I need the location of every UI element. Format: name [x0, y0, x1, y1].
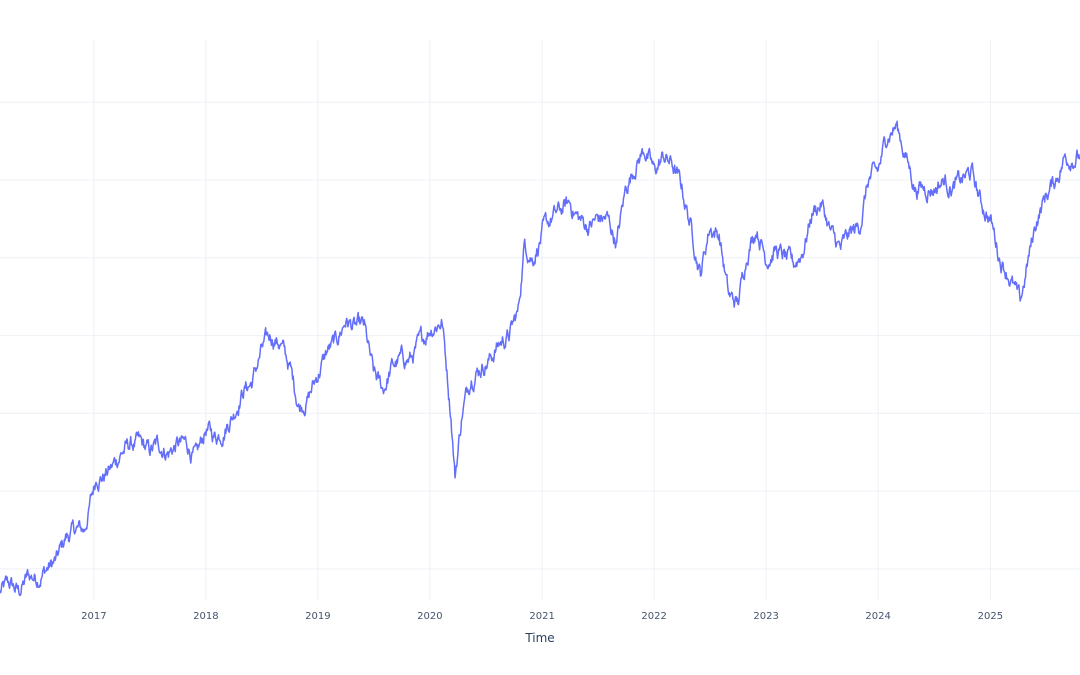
- x-tick-label: 2021: [529, 611, 554, 622]
- x-tick-label: 2022: [641, 611, 666, 622]
- x-tick-label: 2017: [81, 611, 106, 622]
- x-tick-labels: 2017 2018 2019 2020 2021 2022 2023 2024 2025: [81, 611, 1003, 622]
- x-tick-label: 2018: [193, 611, 218, 622]
- x-tick-label: 2020: [417, 611, 442, 622]
- grid: [0, 40, 1080, 600]
- x-tick-label: 2024: [865, 611, 890, 622]
- x-tick-label: 2025: [978, 611, 1003, 622]
- x-tick-label: 2019: [305, 611, 330, 622]
- x-tick-label: 2023: [753, 611, 778, 622]
- series-line: [0, 120, 1080, 597]
- series-layer: [0, 120, 1080, 597]
- x-axis-title: Time: [524, 631, 554, 645]
